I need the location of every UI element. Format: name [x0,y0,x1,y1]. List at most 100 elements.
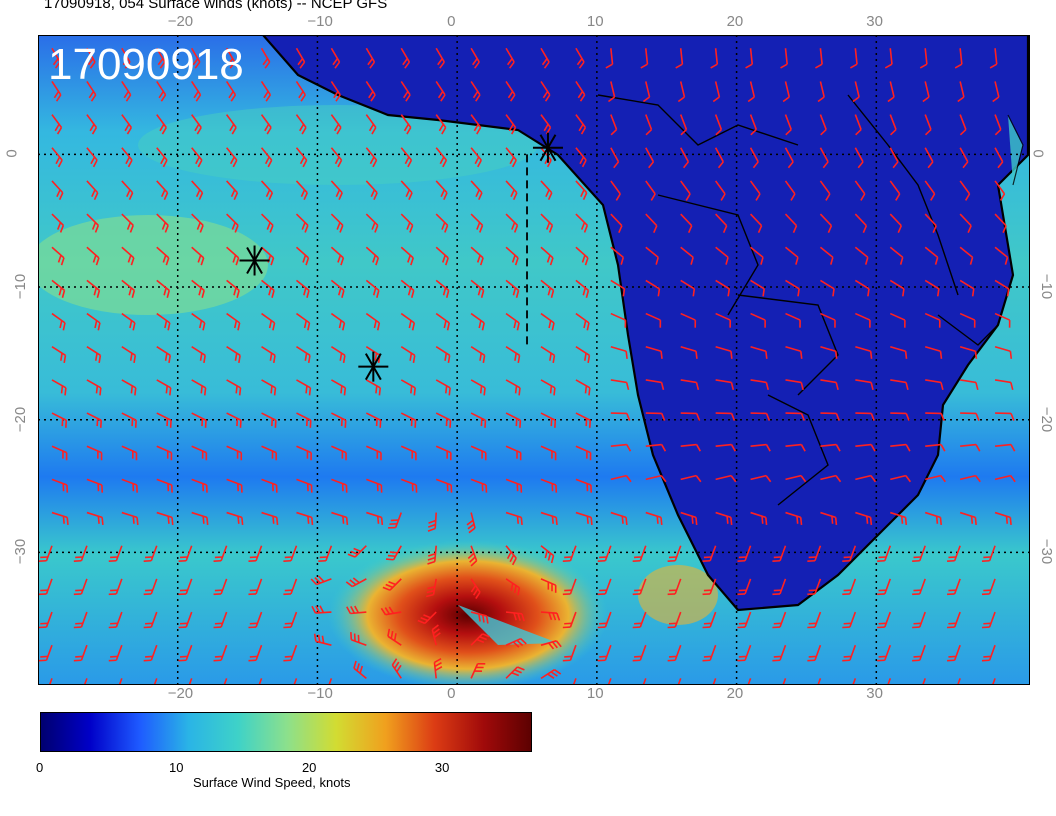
wind-barb [435,213,449,233]
wind-barb [191,147,203,168]
lat-tick-label-right: −20 [1038,406,1056,432]
graticule [38,35,1030,685]
wind-barb [150,678,158,685]
wind-barb [80,678,88,685]
wind-barb [296,346,311,363]
wind-barb [255,678,263,685]
wind-barb [108,545,123,562]
wind-barb [470,147,482,168]
wind-barb [540,669,562,680]
wind-barb [702,644,717,662]
wind-barb [365,379,382,396]
wind-barb [782,81,791,103]
lat-tick-label-left: −10 [12,273,30,300]
wind-barb [261,312,276,331]
wind-barb [645,114,653,136]
wind-barb [610,114,618,136]
wind-barb [610,412,631,421]
wind-barb [283,578,298,596]
wind-barb [143,545,158,562]
wind-barb [959,345,978,359]
wind-barb [925,412,945,421]
wind-barb [680,412,701,421]
wind-barb [365,180,378,200]
wind-barb [51,213,65,233]
wind-barb [784,246,799,265]
wind-barb [330,346,346,363]
wind-barb [540,545,555,564]
wind-barb [680,443,702,452]
wind-barb [785,312,801,328]
wind-barb [575,213,589,233]
wind-barb [400,180,413,200]
wind-barb [645,474,667,483]
wind-barb [366,445,382,461]
lat-tick-label-right: 0 [1029,149,1047,159]
wind-barb [890,379,909,390]
wind-barb [260,47,271,69]
wind-barb [715,345,733,359]
wind-barb [191,180,204,200]
lat-tick-label-left: −20 [12,406,30,432]
wind-barb [610,180,621,201]
lon-tick-label-top: −10 [307,13,333,30]
wind-barb [779,678,787,685]
wind-barb [366,478,383,493]
wind-barb [877,545,892,562]
wind-barb [820,279,835,297]
wind-barb [505,637,527,648]
wind-barb [819,114,827,136]
wind-barb [819,246,834,265]
wind-barb [400,312,416,331]
wind-barb [261,412,277,428]
wind-barb [912,545,926,562]
wind-barb [715,312,732,328]
wind-barb [295,279,310,298]
marker-3-asterisk-icon [358,351,389,382]
wind-barb [575,147,587,168]
wind-barb [505,346,521,363]
wind-barb [597,578,612,596]
wind-barb [121,114,133,135]
wind-barb [645,345,663,359]
wind-barb [992,81,1000,103]
wind-barb [819,213,833,233]
colorbar-tick-label: 20 [301,760,317,775]
wind-barb [540,578,557,593]
wind-barb [645,511,663,526]
wind-barb [889,312,906,328]
wind-barb [989,48,998,69]
wind-barb [331,478,348,493]
wind-barb [86,213,100,233]
wind-barb [121,312,136,331]
wind-barb [380,606,402,616]
wind-barb [86,180,99,200]
wind-barb [505,80,516,102]
wind-barb [296,412,312,428]
wind-barb [702,611,717,629]
wind-barb [191,379,207,396]
wind-barb [86,47,96,69]
wind-barb [388,512,403,529]
wind-barb [295,213,309,233]
wind-barb [225,47,236,69]
wind-barb [261,445,278,461]
wind-barb [400,412,417,428]
wind-barb [981,545,996,562]
wind-barb [51,80,62,102]
wind-barb [680,345,698,359]
wind-barb [994,443,1016,452]
wind-barb [365,47,376,69]
wind-barb [854,147,864,169]
wind-barb [680,279,696,297]
wind-barb [365,279,380,298]
wind-barbs [38,47,1016,685]
run-label: 17090918 [48,40,244,89]
wind-barb [960,379,979,390]
wind-barb [750,379,770,390]
lon-tick-label-top: 20 [726,13,744,30]
wind-barb [947,644,961,662]
wind-barb [470,412,487,428]
wind-barb [226,478,243,493]
wind-barb [994,246,1009,265]
